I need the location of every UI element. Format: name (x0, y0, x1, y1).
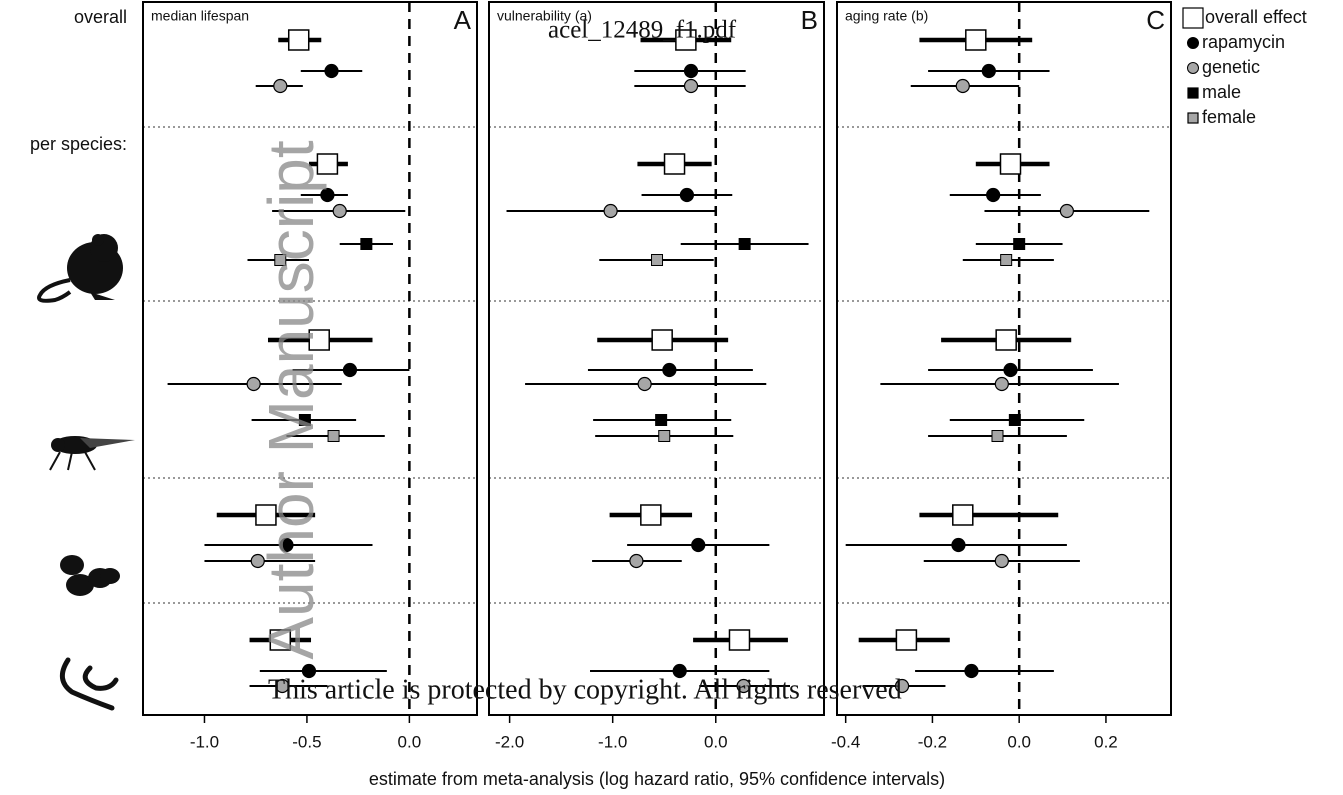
x-axis-label: estimate from meta-analysis (log hazard … (369, 769, 945, 789)
point (683, 63, 699, 79)
legend-marker (1182, 7, 1204, 29)
point (679, 187, 695, 203)
point (691, 537, 706, 553)
point (246, 376, 261, 392)
point (728, 629, 751, 651)
panel-title: aging rate (b) (845, 8, 928, 24)
point (273, 78, 288, 94)
point (683, 78, 699, 94)
point (629, 553, 644, 569)
point (965, 29, 987, 51)
x-tick-label: -2.0 (495, 732, 524, 751)
watermark: Author Manuscript (255, 140, 327, 660)
point (655, 414, 668, 426)
point (1059, 203, 1074, 219)
point (672, 663, 687, 679)
legend-marker (1187, 87, 1199, 99)
point (1000, 254, 1013, 266)
point (663, 153, 686, 175)
point (675, 29, 697, 51)
point (895, 629, 918, 651)
x-tick-label: -0.2 (918, 732, 947, 751)
x-tick-label: 0.0 (704, 732, 728, 751)
point (991, 430, 1004, 442)
point (955, 78, 970, 94)
point (301, 663, 317, 679)
point (738, 238, 751, 250)
yeast-icon (60, 555, 120, 596)
point (981, 63, 996, 79)
point (662, 362, 677, 378)
point (640, 504, 662, 526)
panel-letter: B (801, 5, 818, 35)
point (995, 329, 1017, 351)
point (279, 537, 294, 553)
point (658, 430, 671, 442)
point (964, 663, 979, 679)
legend-marker (1187, 37, 1199, 49)
worm-icon (59, 657, 119, 711)
row-label: per species: (30, 134, 127, 154)
point (999, 153, 1022, 175)
point (269, 629, 292, 651)
point (298, 414, 311, 426)
point (986, 187, 1001, 203)
point (894, 678, 910, 694)
legend-label: male (1202, 82, 1241, 102)
panel-frame (488, 1, 825, 716)
x-tick-label: 0.0 (1007, 732, 1031, 751)
point (951, 537, 966, 553)
point (324, 63, 339, 79)
species-icons (37, 234, 135, 711)
point (308, 329, 330, 351)
mouse-icon (37, 234, 123, 303)
x-tick-label: 0.0 (398, 732, 422, 751)
x-tick-label: -1.0 (190, 732, 219, 751)
point (994, 376, 1009, 392)
point (1008, 414, 1021, 426)
panel-frame (142, 1, 478, 716)
point (320, 187, 335, 203)
point (736, 678, 751, 694)
panel-letter: A (454, 5, 472, 35)
x-tick-label: -0.4 (831, 732, 860, 751)
panel-frame (836, 1, 1172, 716)
point (637, 376, 652, 392)
point (1003, 362, 1018, 378)
point (651, 254, 664, 266)
legend-label: overall effect (1205, 7, 1307, 27)
point (255, 504, 277, 526)
panel-letter: C (1146, 5, 1165, 35)
watermark: This article is protected by copyright. … (268, 674, 902, 705)
legend-marker (1187, 112, 1199, 124)
x-tick-label: -0.5 (292, 732, 321, 751)
x-tick-label: -1.0 (598, 732, 627, 751)
watermark: acel_12489_f1.pdf (548, 17, 737, 44)
fly-icon (49, 436, 135, 471)
point (250, 553, 265, 569)
panel-title: vulnerability (a) (497, 8, 592, 24)
legend-marker (1187, 62, 1199, 74)
point (275, 678, 290, 694)
panel-title: median lifespan (151, 8, 249, 24)
point (316, 153, 339, 175)
legend-label: female (1202, 107, 1256, 127)
point (274, 254, 287, 266)
point (651, 329, 673, 351)
point (327, 430, 340, 442)
point (360, 238, 373, 250)
point (603, 203, 618, 219)
point (1013, 238, 1026, 250)
point (994, 553, 1009, 569)
point (342, 362, 358, 378)
point (952, 504, 974, 526)
legend-label: genetic (1202, 57, 1260, 77)
row-label: overall (74, 7, 127, 27)
point (287, 29, 310, 51)
legend-label: rapamycin (1202, 32, 1285, 52)
point (332, 203, 347, 219)
x-tick-label: 0.2 (1094, 732, 1118, 751)
